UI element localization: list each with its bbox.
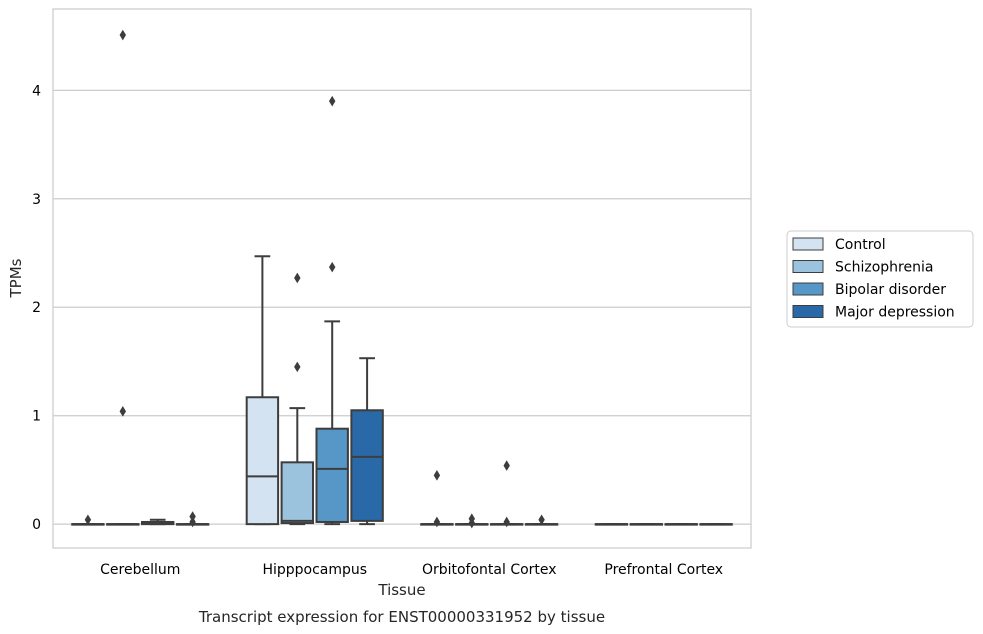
legend-swatch	[792, 260, 824, 273]
outlier-point	[503, 460, 510, 471]
legend-frame	[786, 230, 974, 328]
box-group	[629, 523, 664, 526]
box-group	[455, 513, 489, 529]
x-tick-label: Hipppocampus	[262, 562, 367, 578]
box-plot-marks	[71, 29, 733, 529]
outlier-point	[84, 514, 92, 526]
outlier-point	[538, 514, 545, 526]
outlier-point	[503, 516, 510, 528]
grid-lines	[53, 89, 751, 525]
outlier-point	[294, 361, 301, 373]
legend-swatch	[792, 282, 824, 296]
box-group	[140, 518, 175, 526]
x-tick-label: Cerebellum	[100, 562, 180, 578]
legend-label: Control	[835, 237, 886, 253]
y-tick-label: 0	[32, 517, 41, 533]
outlier-point	[328, 95, 336, 107]
legend-label: Major depression	[835, 305, 955, 321]
outlier-point	[294, 272, 301, 284]
outlier-point	[189, 511, 196, 522]
outlier-point	[119, 406, 127, 417]
y-tick-label: 2	[32, 300, 41, 316]
outlier-point	[189, 516, 196, 528]
box-group	[175, 511, 210, 528]
box-iqr	[245, 396, 280, 526]
outlier-point	[433, 516, 441, 528]
outlier-point	[433, 470, 441, 481]
box-group	[594, 523, 629, 526]
box-group	[106, 29, 140, 526]
outlier-point	[468, 517, 476, 529]
y-tick-label: 4	[32, 83, 41, 99]
x-axis-ticks: Cerebellum Hipppocampus Orbitofontal Corte…	[100, 562, 723, 578]
box-group	[489, 460, 524, 528]
outlier-point	[119, 29, 127, 41]
legend-label: Bipolar disorder	[835, 282, 946, 298]
box-iqr	[280, 461, 315, 525]
legend: Control Schizophrenia Bipolar disorder Majo…	[786, 230, 974, 328]
box-group	[420, 470, 454, 528]
y-tick-label: 1	[32, 409, 41, 425]
x-tick-label: Orbitofontal Cortex	[422, 562, 557, 578]
chart-caption: Transcript expression for ENST0000033195…	[198, 608, 605, 626]
box-group	[524, 514, 559, 526]
y-tick-label: 3	[32, 192, 41, 208]
plot-frame	[52, 8, 752, 549]
legend-swatch	[792, 237, 824, 251]
box-iqr	[315, 427, 349, 523]
y-axis-ticks: 0 1 2 3 4	[32, 83, 41, 533]
legend-label: Schizophrenia	[835, 260, 933, 276]
x-axis-label: Tissue	[377, 581, 425, 599]
box-group	[350, 357, 384, 526]
box-group	[699, 523, 733, 526]
x-tick-label: Prefrontal Cortex	[604, 562, 723, 578]
y-axis-label: TPMs	[7, 258, 25, 298]
box-group	[245, 255, 280, 526]
box-iqr	[350, 409, 384, 522]
box-group	[280, 272, 315, 526]
box-group	[71, 514, 105, 526]
box-group	[315, 95, 349, 526]
legend-swatch	[792, 305, 824, 318]
outlier-point	[328, 261, 336, 273]
box-group	[664, 523, 698, 526]
